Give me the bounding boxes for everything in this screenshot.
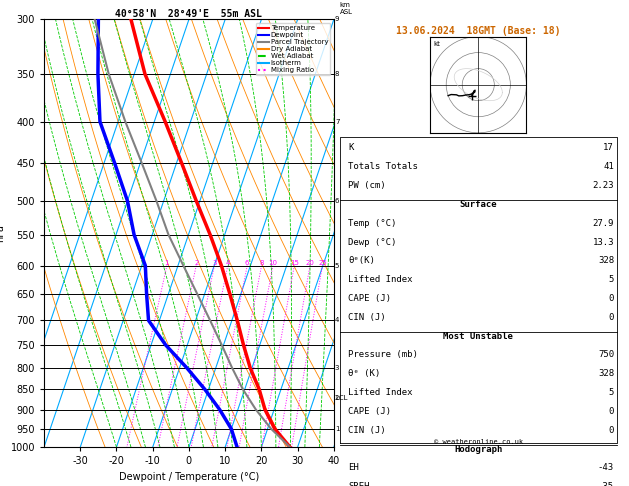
Text: 41: 41 [603,162,614,171]
Text: 750: 750 [598,350,614,360]
X-axis label: Dewpoint / Temperature (°C): Dewpoint / Temperature (°C) [119,472,259,482]
Text: 328: 328 [598,369,614,378]
Text: θᵉ (K): θᵉ (K) [348,369,381,378]
Text: 4: 4 [335,317,339,323]
Text: Pressure (mb): Pressure (mb) [348,350,418,360]
Text: Lifted Index: Lifted Index [348,275,413,284]
Text: EH: EH [348,463,359,472]
Text: 1: 1 [335,426,340,432]
Text: -35: -35 [598,482,614,486]
Text: 15: 15 [290,260,299,266]
Text: Temp (°C): Temp (°C) [348,219,397,228]
Text: K: K [348,143,353,153]
Text: 0: 0 [609,313,614,322]
Text: 5: 5 [609,275,614,284]
Text: Dewp (°C): Dewp (°C) [348,238,397,246]
Text: CAPE (J): CAPE (J) [348,294,391,303]
Text: CIN (J): CIN (J) [348,426,386,435]
Text: Lifted Index: Lifted Index [348,388,413,397]
Text: Hodograph: Hodograph [454,445,503,453]
Text: LCL: LCL [335,395,347,400]
Text: 328: 328 [598,257,614,265]
Text: 8: 8 [335,71,340,77]
Text: 2.23: 2.23 [593,181,614,190]
Text: 1: 1 [165,260,169,266]
Legend: Temperature, Dewpoint, Parcel Trajectory, Dry Adiabat, Wet Adiabat, Isotherm, Mi: Temperature, Dewpoint, Parcel Trajectory… [256,23,330,75]
Text: CAPE (J): CAPE (J) [348,407,391,416]
Text: -43: -43 [598,463,614,472]
Text: 27.9: 27.9 [593,219,614,228]
Text: 6: 6 [245,260,250,266]
Text: PW (cm): PW (cm) [348,181,386,190]
Text: 9: 9 [335,17,340,22]
Text: 0: 0 [609,294,614,303]
Text: 20: 20 [306,260,314,266]
Text: 6: 6 [335,198,340,204]
Text: 13.3: 13.3 [593,238,614,246]
Text: 7: 7 [335,119,340,124]
Text: km
ASL: km ASL [340,2,353,15]
Text: 10: 10 [269,260,277,266]
Text: 0: 0 [609,426,614,435]
Text: CIN (J): CIN (J) [348,313,386,322]
Text: Surface: Surface [459,200,497,209]
Text: 2: 2 [194,260,198,266]
Text: 4: 4 [226,260,230,266]
Text: θᵉ(K): θᵉ(K) [348,257,375,265]
Text: Most Unstable: Most Unstable [443,331,513,341]
Text: 25: 25 [318,260,327,266]
Title: 40°58'N  28°49'E  55m ASL: 40°58'N 28°49'E 55m ASL [116,9,262,18]
Text: 5: 5 [335,262,339,269]
Text: 17: 17 [603,143,614,153]
Text: Totals Totals: Totals Totals [348,162,418,171]
Text: © weatheronline.co.uk: © weatheronline.co.uk [433,439,523,445]
Text: SREH: SREH [348,482,370,486]
Text: 3: 3 [212,260,216,266]
Text: 8: 8 [259,260,264,266]
Text: 2: 2 [335,395,339,400]
Y-axis label: hPa: hPa [0,225,5,242]
Text: 5: 5 [609,388,614,397]
Text: 13.06.2024  18GMT (Base: 18): 13.06.2024 18GMT (Base: 18) [396,26,560,36]
Text: 0: 0 [609,407,614,416]
Text: 3: 3 [335,365,340,371]
